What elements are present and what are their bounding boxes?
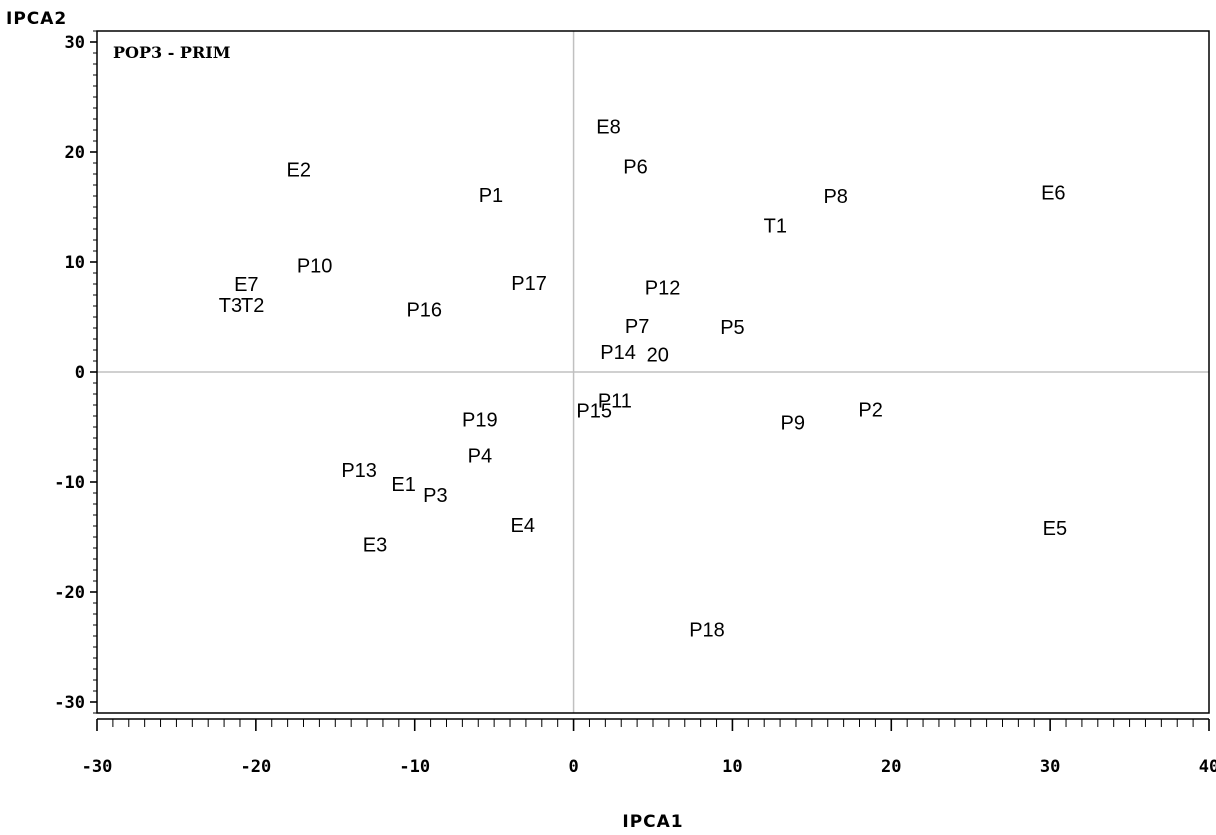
reference-lines bbox=[97, 31, 1209, 713]
point-label-t1: T1 bbox=[764, 216, 787, 238]
point-label-e6: E6 bbox=[1041, 183, 1065, 205]
axis-ticks bbox=[90, 30, 1210, 731]
point-label-p10: P10 bbox=[297, 255, 333, 277]
y-tick-label: -30 bbox=[54, 693, 85, 713]
point-label-p17: P17 bbox=[511, 273, 547, 295]
point-label-p18: P18 bbox=[689, 619, 725, 641]
y-axis-title: IPCA2 bbox=[6, 9, 67, 29]
point-label-e1: E1 bbox=[391, 474, 415, 496]
point-label-e8: E8 bbox=[596, 117, 620, 139]
point-label-p6: P6 bbox=[623, 156, 647, 178]
x-tick-label: 30 bbox=[1040, 757, 1060, 777]
point-label-p12: P12 bbox=[645, 277, 681, 299]
x-tick-label: 0 bbox=[568, 757, 578, 777]
point-label-p1: P1 bbox=[479, 185, 503, 207]
y-tick-label: 20 bbox=[65, 143, 85, 163]
x-tick-label: -20 bbox=[240, 757, 271, 777]
chart-title: POP3 - PRIM bbox=[113, 43, 230, 62]
point-label-e5: E5 bbox=[1043, 518, 1067, 540]
point-label-p4: P4 bbox=[468, 446, 492, 468]
point-label-20: 20 bbox=[647, 344, 669, 366]
point-label-e7: E7 bbox=[234, 274, 258, 296]
x-axis-title: IPCA1 bbox=[622, 812, 683, 832]
point-label-p7: P7 bbox=[625, 316, 649, 338]
point-label-e4: E4 bbox=[511, 515, 535, 537]
x-tick-label: 10 bbox=[722, 757, 742, 777]
x-tick-label: 20 bbox=[881, 757, 901, 777]
point-label-e3: E3 bbox=[363, 535, 387, 557]
point-label-p3: P3 bbox=[423, 485, 447, 507]
x-tick-label: 40 bbox=[1199, 757, 1216, 777]
y-tick-label: 0 bbox=[75, 363, 85, 383]
point-label-e2: E2 bbox=[287, 160, 311, 182]
point-label-p15: P15 bbox=[576, 401, 612, 423]
y-tick-label: 10 bbox=[65, 253, 85, 273]
point-label-p5: P5 bbox=[720, 317, 744, 339]
point-label-t3: T3 bbox=[219, 295, 242, 317]
point-label-p9: P9 bbox=[781, 413, 805, 435]
y-tick-label: 30 bbox=[65, 33, 85, 53]
point-label-p8: P8 bbox=[823, 186, 847, 208]
y-tick-label: -10 bbox=[54, 473, 85, 493]
point-label-p19: P19 bbox=[462, 409, 498, 431]
point-label-p16: P16 bbox=[406, 299, 442, 321]
x-tick-label: -30 bbox=[82, 757, 113, 777]
x-tick-label: -10 bbox=[399, 757, 430, 777]
point-label-p14: P14 bbox=[600, 342, 636, 364]
point-label-t2: T2 bbox=[241, 295, 264, 317]
point-label-p11: P11 bbox=[598, 391, 632, 413]
y-tick-label: -20 bbox=[54, 583, 85, 603]
tick-labels: -30 -20 -10 0 10 20 30 40 -30 -20 -10 0 10 20 30 bbox=[54, 33, 1216, 777]
point-label-p13: P13 bbox=[341, 460, 377, 482]
point-label-p2: P2 bbox=[858, 399, 882, 421]
